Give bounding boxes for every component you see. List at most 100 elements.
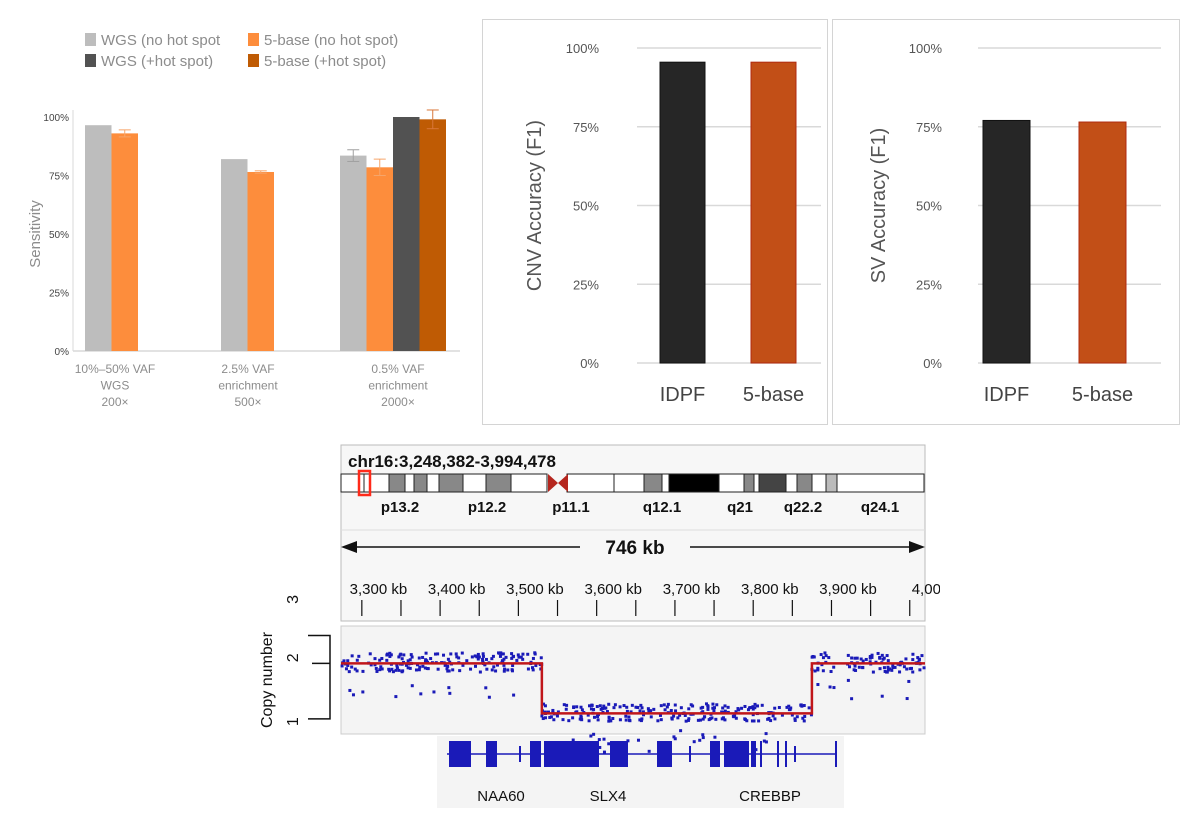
data-point [911, 658, 915, 662]
data-point [490, 668, 494, 672]
cytoband [613, 473, 645, 493]
data-point [662, 703, 666, 707]
data-point [419, 692, 423, 696]
data-point [751, 705, 755, 709]
data-point [751, 707, 755, 711]
data-point [494, 669, 498, 673]
data-point [764, 740, 768, 744]
data-point [626, 739, 630, 743]
data-point [596, 715, 600, 719]
data-point [526, 667, 530, 671]
data-point [890, 668, 894, 672]
data-point [674, 709, 678, 713]
data-point [812, 655, 816, 659]
data-point [636, 705, 640, 709]
data-point [401, 669, 405, 673]
data-point [373, 663, 377, 667]
data-point [612, 706, 616, 710]
data-point [375, 669, 379, 673]
data-point [743, 717, 747, 721]
data-point [587, 719, 591, 723]
legend-label: WGS (+hot spot) [101, 53, 213, 70]
data-point [829, 670, 833, 674]
data-point [436, 667, 440, 671]
data-point [788, 708, 792, 712]
data-point [476, 657, 480, 661]
data-point [859, 657, 863, 661]
y-tick-label: 25% [573, 277, 599, 292]
data-point [625, 705, 629, 709]
data-point [592, 732, 596, 736]
data-point [609, 719, 613, 723]
centromere [548, 474, 558, 492]
gene-exon [710, 741, 720, 767]
data-point [714, 717, 718, 721]
data-point [350, 654, 354, 658]
gene-label: SLX4 [590, 788, 627, 805]
data-point [723, 718, 727, 722]
data-point [414, 668, 418, 672]
data-point [898, 663, 902, 667]
data-point [548, 715, 552, 719]
data-point [516, 653, 520, 657]
data-point [846, 653, 850, 657]
legend-label: WGS (no hot spot [101, 32, 221, 49]
data-point [458, 669, 462, 673]
data-point [824, 654, 828, 658]
data-point [627, 715, 631, 719]
data-point [446, 657, 450, 661]
data-point [734, 716, 738, 720]
x-tick-label: enrichment [218, 379, 278, 393]
data-point [646, 707, 650, 711]
cytoband [796, 473, 813, 493]
data-point [745, 719, 749, 723]
data-point [672, 735, 676, 739]
data-point [534, 664, 538, 668]
cytoband [388, 473, 406, 493]
data-point [807, 706, 811, 710]
sensitivity-chart-svg: WGS (no hot spot WGS (+hot spot) 5-base (n… [27, 32, 460, 409]
data-point [787, 704, 791, 708]
y-tick-label: 0% [580, 356, 599, 371]
data-point [442, 653, 446, 657]
data-point [757, 719, 761, 723]
data-point [605, 710, 609, 714]
data-point [813, 669, 817, 673]
data-point [868, 660, 872, 664]
x-tick-label: 5-base [743, 384, 804, 406]
data-point [397, 668, 401, 672]
data-point [753, 702, 757, 706]
data-point [740, 706, 744, 710]
data-point [502, 669, 506, 673]
data-point [408, 658, 412, 662]
data-point [802, 719, 806, 723]
data-point [347, 670, 351, 674]
cytoband [811, 473, 827, 493]
data-point [891, 663, 895, 667]
cytoband [743, 473, 755, 493]
data-point [373, 657, 377, 661]
data-point [771, 714, 775, 718]
data-point [350, 665, 354, 669]
data-point [448, 691, 452, 695]
data-point [597, 738, 601, 742]
data-point [696, 718, 700, 722]
data-point [878, 667, 882, 671]
cytoband [438, 473, 464, 493]
gene-exon [455, 741, 471, 767]
data-point [406, 659, 410, 663]
region-marker [357, 469, 372, 497]
data-point [598, 745, 602, 749]
data-point [756, 704, 760, 708]
data-point [501, 652, 505, 656]
data-point [820, 663, 824, 667]
data-point [698, 718, 702, 722]
data-point [672, 714, 676, 718]
data-point [369, 663, 373, 667]
data-point [679, 729, 683, 733]
data-point [432, 690, 436, 694]
x-tick-label: 200× [101, 395, 128, 409]
data-point [571, 738, 575, 742]
data-point [473, 654, 477, 658]
data-point [531, 668, 535, 672]
